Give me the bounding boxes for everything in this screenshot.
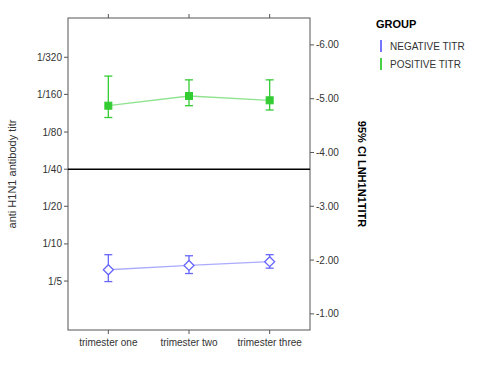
y-tick-label: 1/20 [43,201,63,212]
error-bar [185,256,193,274]
x-tick [189,330,190,334]
y2-axis-label: 95% CI LNH1N1TITR [356,121,368,227]
error-bar [104,255,112,282]
y2-tick [310,98,314,99]
reference-line [68,168,310,170]
y2-tick [310,313,314,314]
y-tick [64,281,68,282]
point [266,97,273,104]
y2-axis: -6.00 -5.00 -4.00 -3.00 -2.00 -1.00 95% CI LNH… [310,39,368,319]
x-tick [269,330,270,334]
y2-tick-label: -1.00 [316,308,339,319]
y-tick [64,243,68,244]
x-tick-label: trimester three [237,337,302,348]
error-bar [104,76,112,117]
y-tick-label: 1/80 [43,127,63,138]
y2-tick [310,206,314,207]
y-tick [64,169,68,170]
y-tick [64,206,68,207]
error-bar [266,80,274,110]
legend: GROUP NEGATIVE TITR POSITIVE TITR [376,18,465,70]
y-axis: 1/320 1/160 1/80 1/40 1/20 1/10 1/5 anti H1N1 a… [6,52,68,287]
y-axis-label: anti H1N1 antibody titr [6,119,18,228]
x-tick [108,330,109,334]
point [184,260,194,270]
y-tick [64,57,68,58]
chart: 1/320 1/160 1/80 1/40 1/20 1/10 1/5 anti H1N1 a… [0,0,500,377]
y2-tick-label: -4.00 [316,147,339,158]
y-tick-label: 1/5 [48,276,62,287]
y-tick [64,132,68,133]
y2-tick-label: -3.00 [316,201,339,212]
y-tick-label: 1/10 [43,238,63,249]
y-tick-label: 1/40 [43,164,63,175]
point [186,93,193,100]
y2-tick-label: -2.00 [316,255,339,266]
legend-swatch [380,58,382,70]
point [103,265,113,275]
y2-tick-label: -6.00 [316,39,339,50]
x-tick-label: trimester two [160,337,218,348]
legend-label: NEGATIVE TITR [390,41,465,52]
error-bar [266,255,274,268]
point [265,257,275,267]
x-tick-label: trimester one [79,337,138,348]
y2-tick [310,44,314,45]
plot-data [68,76,310,281]
x-tick-top [189,14,190,18]
y-tick-label: 1/160 [37,89,62,100]
x-tick-top [108,14,109,18]
y2-tick-label: -5.00 [316,93,339,104]
y-tick-label: 1/320 [37,52,62,63]
legend-title: GROUP [376,18,416,30]
y2-tick [310,152,314,153]
x-tick-top [269,14,270,18]
y-tick [64,94,68,95]
x-axis: trimester one trimester two trimester thre… [79,14,302,348]
legend-swatch [380,40,382,52]
point [105,102,112,109]
error-bar [185,80,193,106]
legend-label: POSITIVE TITR [390,59,461,70]
y2-tick [310,260,314,261]
plot-frame [68,18,310,330]
